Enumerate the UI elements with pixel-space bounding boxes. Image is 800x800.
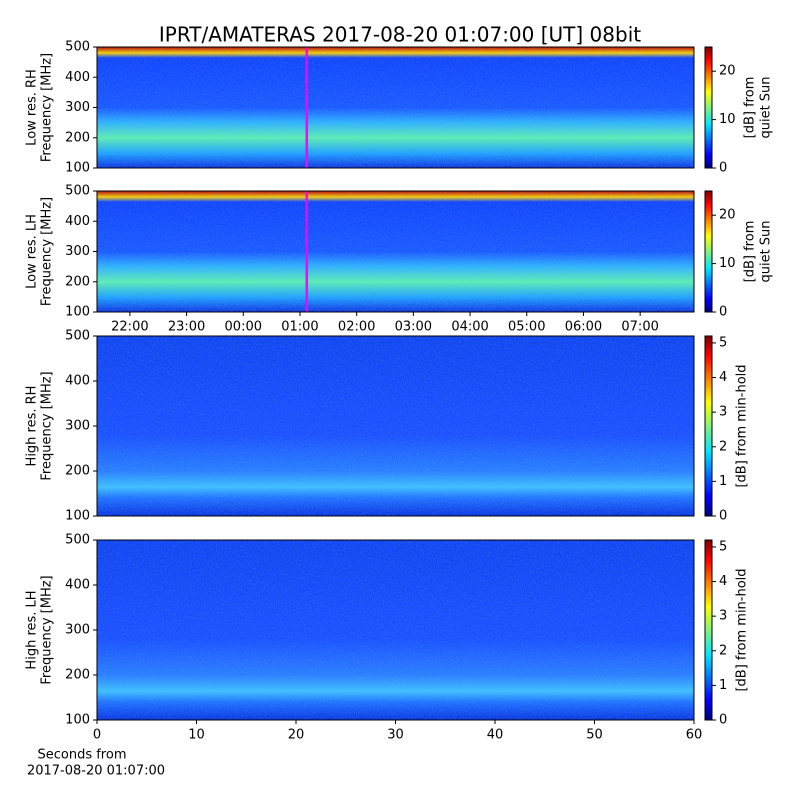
spectrogram-texture (97, 47, 694, 168)
colorbar-tick-label: 3 (719, 609, 727, 624)
y-tick-label: 100 (65, 509, 90, 524)
colorbar (704, 190, 713, 313)
title: IPRT/AMATERAS 2017-08-20 01:07:00 [UT] 0… (159, 23, 641, 47)
x-tick-label: 30 (387, 728, 404, 743)
y-axis-label: Frequency [MHz] (40, 371, 55, 480)
colorbar-tick-label: 20 (719, 64, 736, 79)
x-axis-label: Seconds from (37, 748, 126, 763)
y-tick-label: 500 (65, 533, 90, 548)
y-tick-label: 100 (65, 305, 90, 320)
colorbar-tick-label: 5 (719, 335, 727, 350)
colorbar-tick-label: 2 (719, 643, 727, 658)
colorbar-tick-label: 5 (719, 539, 727, 554)
colorbar-tick-label: 0 (719, 509, 727, 524)
x-tick-label: 22:00 (111, 320, 148, 335)
colorbar-tick-label: 4 (719, 370, 727, 385)
spectrogram-texture (97, 336, 694, 516)
y-tick-label: 300 (65, 623, 90, 638)
y-axis-label: Frequency [MHz] (40, 197, 55, 306)
x-tick-label: 60 (686, 728, 703, 743)
x-axis-label: 2017-08-20 01:07:00 (27, 764, 165, 779)
y-tick-label: 200 (65, 668, 90, 683)
colorbar-label: [dB] from (743, 77, 758, 139)
colorbar-tick-label: 1 (719, 474, 727, 489)
x-tick-label: 00:00 (225, 320, 262, 335)
x-tick-label: 20 (288, 728, 305, 743)
y-tick-label: 200 (65, 464, 90, 479)
colorbar-tick-label: 20 (719, 208, 736, 223)
x-tick-label: 01:00 (281, 320, 318, 335)
colorbar-tick-label: 10 (719, 256, 736, 271)
y-tick-label: 500 (65, 40, 90, 55)
colorbar (704, 539, 713, 721)
y-axis-label: Frequency [MHz] (40, 53, 55, 162)
y-axis-label: High res. LH (25, 590, 40, 669)
x-tick-label: 50 (586, 728, 603, 743)
y-tick-label: 100 (65, 713, 90, 728)
colorbar (704, 335, 713, 517)
x-tick-label: 04:00 (451, 320, 488, 335)
y-axis-label: Frequency [MHz] (40, 575, 55, 684)
colorbar-tick-label: 3 (719, 405, 727, 420)
y-tick-label: 100 (65, 161, 90, 176)
colorbar-tick-label: 0 (719, 305, 727, 320)
x-tick-label: 03:00 (395, 320, 432, 335)
colorbar-tick-label: 1 (719, 678, 727, 693)
colorbar (704, 46, 713, 169)
colorbar-tick-label: 4 (719, 574, 727, 589)
colorbar-label: quiet Sun (759, 76, 774, 138)
y-tick-label: 200 (65, 130, 90, 145)
y-axis-label: High res. RH (25, 386, 40, 467)
x-tick-label: 02:00 (338, 320, 375, 335)
x-tick-label: 06:00 (565, 320, 602, 335)
colorbar-label: [dB] from min-hold (735, 568, 750, 691)
colorbar-label: quiet Sun (759, 220, 774, 282)
x-tick-label: 10 (188, 728, 205, 743)
colorbar-tick-label: 10 (719, 112, 736, 127)
colorbar-tick-label: 0 (719, 713, 727, 728)
y-tick-label: 400 (65, 70, 90, 85)
colorbar-tick-label: 2 (719, 439, 727, 454)
spectrogram-texture (97, 540, 694, 720)
colorbar-label: [dB] from min-hold (735, 364, 750, 487)
x-tick-label: 05:00 (508, 320, 545, 335)
x-tick-label: 40 (487, 728, 504, 743)
spectrogram-texture (97, 191, 694, 312)
y-tick-label: 200 (65, 274, 90, 289)
y-tick-label: 400 (65, 578, 90, 593)
y-tick-label: 400 (65, 374, 90, 389)
x-tick-label: 0 (93, 728, 101, 743)
y-axis-label: Low res. RH (25, 69, 40, 146)
colorbar-tick-label: 0 (719, 161, 727, 176)
y-tick-label: 500 (65, 184, 90, 199)
y-tick-label: 500 (65, 329, 90, 344)
x-tick-label: 07:00 (621, 320, 658, 335)
x-tick-label: 23:00 (168, 320, 205, 335)
y-tick-label: 300 (65, 244, 90, 259)
y-tick-label: 400 (65, 214, 90, 229)
y-tick-label: 300 (65, 419, 90, 434)
colorbar-label: [dB] from (743, 221, 758, 283)
y-tick-label: 300 (65, 100, 90, 115)
y-axis-label: Low res. LH (25, 214, 40, 289)
